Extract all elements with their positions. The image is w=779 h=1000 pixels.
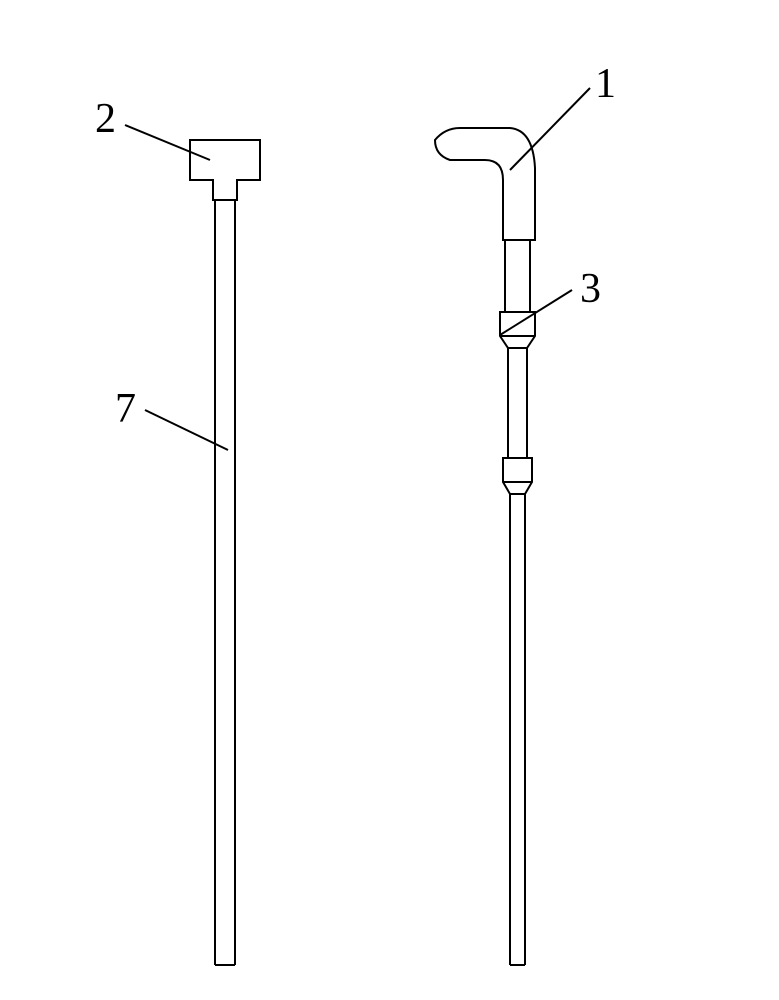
- left-cane-head: [190, 140, 260, 200]
- right-cane-mid-shaft: [508, 348, 527, 458]
- right-cane-lower-shaft: [510, 494, 525, 965]
- leader-line-1: [510, 88, 590, 170]
- left-cane: [190, 140, 260, 965]
- leader-line-2: [125, 125, 210, 160]
- label-3: 3: [580, 265, 601, 313]
- diagram-canvas: [0, 0, 779, 1000]
- right-cane-upper-shaft: [505, 240, 530, 312]
- label-7: 7: [115, 385, 136, 433]
- right-cane: [435, 128, 535, 965]
- label-2: 2: [95, 95, 116, 143]
- right-cane-handle: [435, 128, 535, 240]
- label-1: 1: [595, 60, 616, 108]
- right-cane-collar2: [503, 458, 532, 494]
- left-cane-shaft: [215, 200, 235, 965]
